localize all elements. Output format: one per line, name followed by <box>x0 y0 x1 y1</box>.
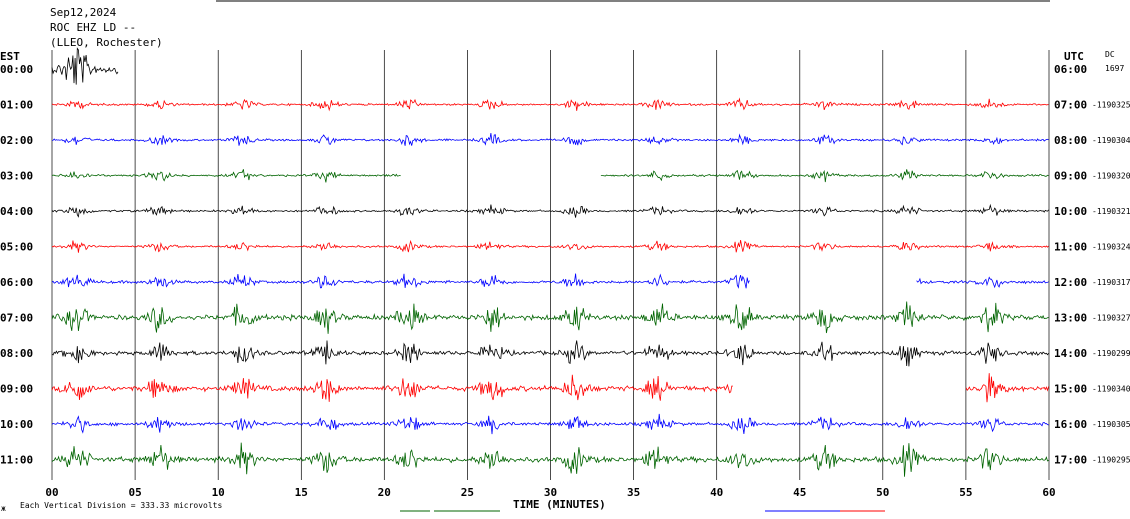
x-tick-35: 35 <box>627 486 640 499</box>
trace-row-11:00 <box>51 442 1049 477</box>
x-tick-40: 40 <box>710 486 723 499</box>
x-tick-00: 00 <box>45 486 58 499</box>
x-tick-15: 15 <box>295 486 308 499</box>
right-axis-title: UTC <box>1064 50 1084 63</box>
est-label-09:00: 09:00 <box>0 383 33 396</box>
trace-row-08:00 <box>51 340 1049 367</box>
x-tick-05: 05 <box>128 486 141 499</box>
utc-label-13:00: 13:00 <box>1054 312 1087 325</box>
utc-label-14:00: 14:00 <box>1054 347 1087 360</box>
x-tick-25: 25 <box>461 486 474 499</box>
dc-label-08:00: -1190299 <box>1092 349 1130 358</box>
x-tick-55: 55 <box>959 486 972 499</box>
trace-row-06:00 <box>51 273 1049 289</box>
dc-label-09:00: -1190340 <box>1092 385 1130 394</box>
dc-label-04:00: -1190321 <box>1092 207 1130 216</box>
footer-scale-note: Each Vertical Division = 333.33 microvol… <box>20 501 222 510</box>
footer-mark: ж <box>1 504 6 513</box>
trace-row-05:00 <box>51 239 1049 253</box>
trace-row-03:00 <box>51 169 1049 183</box>
header-location: (LLEO, Rochester) <box>50 36 163 49</box>
est-label-00:00: 00:00 <box>0 63 33 76</box>
dc-label-11:00: -1190295 <box>1092 456 1130 465</box>
x-tick-50: 50 <box>876 486 889 499</box>
utc-label-15:00: 15:00 <box>1054 383 1087 396</box>
x-tick-20: 20 <box>378 486 391 499</box>
est-label-06:00: 06:00 <box>0 276 33 289</box>
est-label-05:00: 05:00 <box>0 241 33 254</box>
x-tick-labels: 00 05 10 15 20 25 30 35 40 45 50 55 60 <box>45 486 1055 499</box>
utc-label-09:00: 09:00 <box>1054 170 1087 183</box>
est-label-10:00: 10:00 <box>0 418 33 431</box>
utc-hour-labels: 06:00 07:00 08:00 09:00 10:00 11:00 12:00 13:00… <box>1054 63 1087 467</box>
utc-label-11:00: 11:00 <box>1054 241 1087 254</box>
utc-label-16:00: 16:00 <box>1054 418 1087 431</box>
utc-label-06:00: 06:00 <box>1054 63 1087 76</box>
trace-row-09:00 <box>51 373 1049 403</box>
est-label-02:00: 02:00 <box>0 134 33 147</box>
x-tick-30: 30 <box>544 486 557 499</box>
dc-label-00:00: 1697 <box>1105 64 1124 73</box>
utc-label-10:00: 10:00 <box>1054 205 1087 218</box>
utc-label-07:00: 07:00 <box>1054 99 1087 112</box>
trace-row-00:00 <box>51 47 119 85</box>
est-hour-labels: 00:00 01:00 02:00 03:00 04:00 05:00 06:00 07:00… <box>0 63 33 467</box>
x-axis-title: TIME (MINUTES) <box>513 498 606 511</box>
dc-label-01:00: -1190325 <box>1092 101 1130 110</box>
est-label-04:00: 04:00 <box>0 205 33 218</box>
est-label-03:00: 03:00 <box>0 170 33 183</box>
dc-label-06:00: -1190317 <box>1092 278 1130 287</box>
utc-label-17:00: 17:00 <box>1054 454 1087 467</box>
x-tick-10: 10 <box>212 486 225 499</box>
trace-row-07:00 <box>51 301 1049 334</box>
seismic-traces <box>51 47 1049 477</box>
trace-row-02:00 <box>51 133 1049 146</box>
trace-row-10:00 <box>51 413 1049 435</box>
dc-label-03:00: -1190320 <box>1092 172 1130 181</box>
dc-offset-labels: 1697 -1190325 -1190304 -1190320 -1190321 -119… <box>1092 64 1130 465</box>
dc-label: DC <box>1105 50 1115 59</box>
est-label-01:00: 01:00 <box>0 99 33 112</box>
x-tick-60: 60 <box>1042 486 1055 499</box>
dc-label-05:00: -1190324 <box>1092 243 1130 252</box>
vertical-gridlines <box>51 50 1050 480</box>
est-label-11:00: 11:00 <box>0 454 33 467</box>
dc-label-10:00: -1190305 <box>1092 420 1130 429</box>
x-tick-45: 45 <box>793 486 806 499</box>
utc-label-12:00: 12:00 <box>1054 276 1087 289</box>
trace-row-04:00 <box>51 203 1049 218</box>
utc-label-08:00: 08:00 <box>1054 134 1087 147</box>
header-station: ROC EHZ LD -- <box>50 21 136 34</box>
dc-label-02:00: -1190304 <box>1092 136 1130 145</box>
header-date: Sep12,2024 <box>50 6 117 19</box>
dc-label-07:00: -1190327 <box>1092 314 1130 323</box>
est-label-07:00: 07:00 <box>0 312 33 325</box>
est-label-08:00: 08:00 <box>0 347 33 360</box>
trace-row-01:00 <box>51 97 1049 112</box>
left-axis-title: EST <box>0 50 20 63</box>
